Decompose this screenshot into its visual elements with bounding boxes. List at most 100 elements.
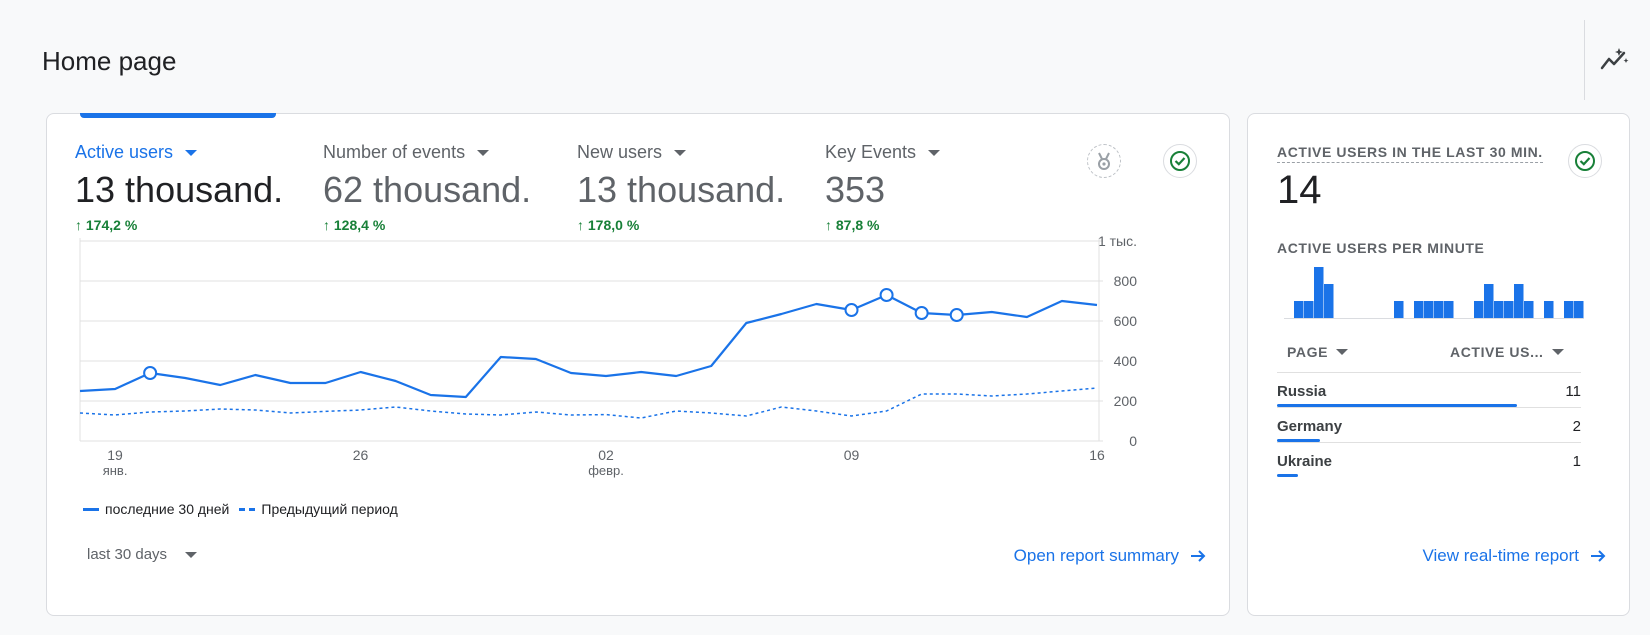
check-circle-icon[interactable] [1568, 144, 1602, 178]
metric-change: ↑ 174,2 % [75, 217, 138, 233]
per-minute-bar [1414, 301, 1424, 318]
series-previous-line [79, 387, 1098, 419]
per-minute-bar [1434, 301, 1444, 318]
row-name: Germany [1277, 418, 1343, 435]
per-minute-bar [1544, 301, 1554, 318]
header-divider [1584, 20, 1585, 100]
y-tick-label: 600 [1114, 313, 1138, 329]
table-row[interactable]: Russia 11 [1277, 372, 1581, 407]
x-tick-sublabel: февр. [588, 463, 624, 478]
x-tick-label: 19 [107, 447, 123, 463]
per-minute-bar [1574, 301, 1584, 318]
y-tick-label: 400 [1114, 353, 1138, 369]
row-share-bar [1277, 404, 1518, 407]
active-tab-indicator [80, 113, 276, 118]
metric-change: ↑ 87,8 % [825, 217, 880, 233]
open-report-summary-link[interactable]: Open report summary [1014, 546, 1207, 566]
legend-solid-swatch [83, 507, 99, 511]
realtime-count: 14 [1277, 168, 1322, 212]
realtime-table: Russia 11 Germany 2 Ukraine 1 [1277, 372, 1581, 477]
metric-active-users[interactable]: Active users 13 thousand. ↑ 174,2 % [75, 142, 283, 233]
per-minute-bar-chart [1284, 267, 1584, 319]
table-row[interactable]: Ukraine 1 [1277, 442, 1581, 477]
per-minute-bar [1524, 301, 1534, 318]
realtime-link-label: View real-time report [1422, 546, 1579, 565]
per-minute-bar [1494, 301, 1504, 318]
metric-label: New users [577, 142, 663, 162]
per-minute-bar [1474, 301, 1484, 318]
per-minute-bar [1484, 284, 1494, 318]
metric-label: Number of events [323, 142, 466, 162]
chevron-down-icon [185, 551, 198, 558]
metric-label: Active users [75, 142, 174, 162]
column-header-users-label: ACTIVE US... [1450, 344, 1544, 360]
metric-label: Key Events [825, 142, 917, 162]
x-tick-sublabel: янв. [103, 463, 128, 478]
row-value: 2 [1572, 418, 1581, 435]
row-name: Ukraine [1277, 453, 1333, 470]
metric-number-of-events[interactable]: Number of events 62 thousand. ↑ 128,4 % [323, 142, 531, 233]
open-report-label: Open report summary [1013, 546, 1179, 565]
column-header-page-label: PAGE [1287, 344, 1329, 360]
realtime-card: ACTIVE USERS IN THE LAST 30 MIN. 14 ACTI… [1247, 113, 1630, 616]
row-value: 11 [1565, 383, 1581, 400]
per-minute-bar [1424, 301, 1434, 318]
chevron-down-icon [185, 149, 198, 156]
metric-value: 13 thousand. [577, 169, 786, 210]
legend-dashed-swatch [239, 507, 256, 511]
y-tick-label: 0 [1129, 433, 1137, 449]
data-point-marker [879, 288, 894, 302]
chevron-down-icon [477, 149, 490, 156]
y-tick-label: 200 [1114, 393, 1138, 409]
award-medal-icon[interactable] [1087, 144, 1121, 178]
arrow-right-icon [1591, 550, 1606, 562]
row-share-bar [1277, 439, 1320, 442]
x-tick-label: 09 [844, 447, 860, 463]
realtime-title[interactable]: ACTIVE USERS IN THE LAST 30 MIN. [1277, 144, 1543, 163]
date-range-selector[interactable]: last 30 days [87, 546, 198, 563]
y-tick-label: 800 [1114, 273, 1138, 289]
metric-value: 353 [825, 169, 886, 210]
chevron-down-icon [1551, 349, 1564, 355]
legend-current-label: последние 30 дней [105, 501, 230, 517]
metric-value: 62 thousand. [323, 169, 532, 210]
view-realtime-report-link[interactable]: View real-time report [1422, 546, 1607, 566]
table-row[interactable]: Germany 2 [1277, 407, 1581, 442]
metric-change: ↑ 178,0 % [577, 217, 640, 233]
overview-card: Active users 13 thousand. ↑ 174,2 % Numb… [46, 113, 1230, 616]
insights-sparkle-icon[interactable] [1598, 44, 1630, 76]
data-point-marker [949, 308, 964, 322]
legend-previous-label: Предыдущий период [261, 501, 398, 517]
arrow-right-icon [1191, 550, 1206, 562]
check-circle-icon[interactable] [1163, 144, 1197, 178]
per-minute-bar [1304, 301, 1314, 318]
per-minute-bar [1394, 301, 1404, 318]
y-tick-label: 1 тыс. [1098, 233, 1137, 249]
data-point-marker [143, 366, 158, 380]
data-point-marker [844, 303, 859, 317]
chevron-down-icon [1336, 349, 1349, 355]
metric-new-users[interactable]: New users 13 thousand. ↑ 178,0 % [577, 142, 785, 233]
metric-change: ↑ 128,4 % [323, 217, 386, 233]
per-minute-bar [1564, 301, 1574, 318]
metric-key-events[interactable]: Key Events 353 ↑ 87,8 % [825, 142, 941, 233]
x-tick-label: 02 [598, 447, 614, 463]
column-header-page[interactable]: PAGE [1287, 344, 1349, 360]
per-minute-bar [1514, 284, 1524, 318]
per-minute-bar [1504, 301, 1514, 318]
series-current-line [79, 293, 1098, 399]
page-title: Home page [42, 46, 177, 76]
chevron-down-icon [674, 149, 687, 156]
x-tick-label: 26 [353, 447, 369, 463]
metric-value: 13 thousand. [75, 169, 284, 210]
column-header-active-users[interactable]: ACTIVE US... [1450, 344, 1564, 360]
per-minute-label: ACTIVE USERS PER MINUTE [1277, 240, 1485, 256]
row-name: Russia [1277, 383, 1327, 400]
row-value: 1 [1572, 453, 1581, 470]
per-minute-bar [1444, 301, 1454, 318]
row-share-bar [1277, 474, 1299, 477]
data-point-marker [914, 306, 929, 320]
per-minute-bar [1294, 301, 1304, 318]
chart-legend: последние 30 дней Предыдущий период [83, 501, 398, 517]
